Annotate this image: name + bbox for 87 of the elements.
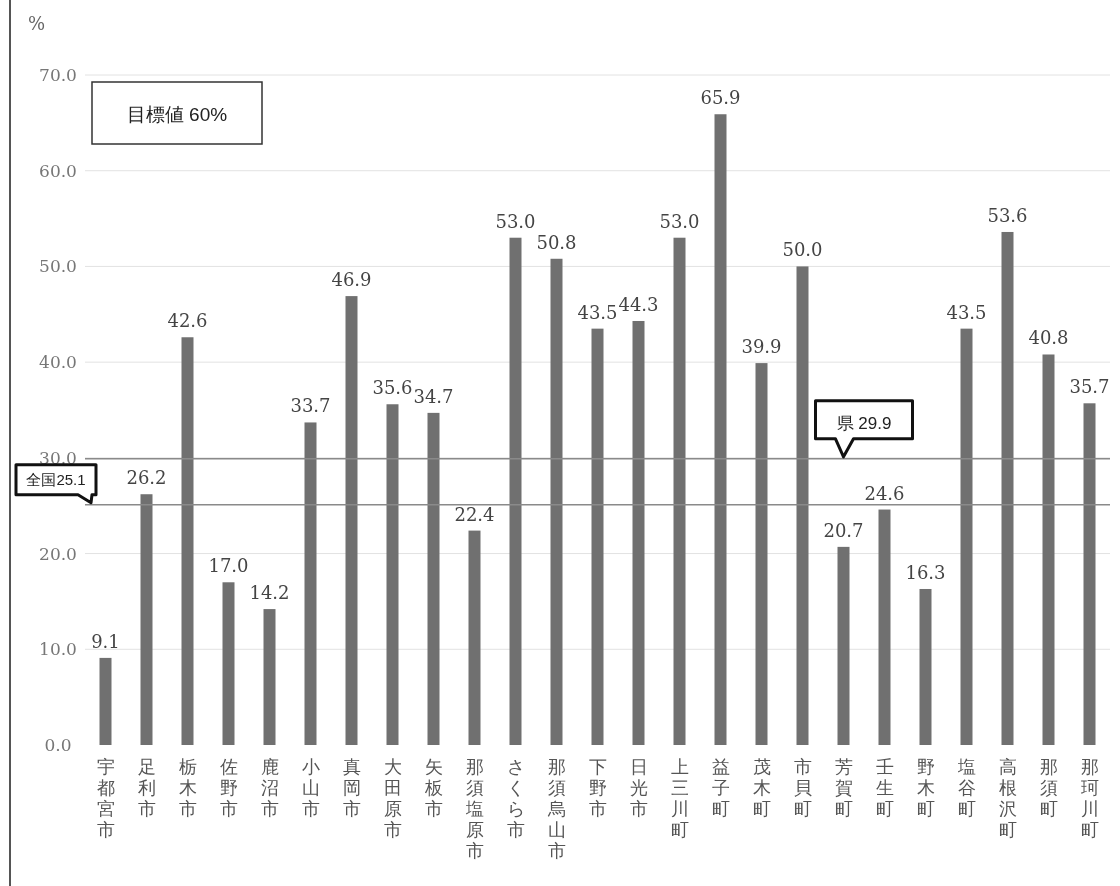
bar [673, 237, 686, 745]
x-tick-label: 下野市 [588, 757, 607, 819]
x-tick-label: 矢板市 [423, 757, 443, 819]
x-tick-label: 小山市 [301, 757, 320, 819]
bar [181, 337, 194, 745]
data-label: 33.7 [290, 395, 331, 417]
x-tick-label: 栃木市 [178, 757, 197, 819]
bar [304, 422, 317, 745]
bar [222, 582, 235, 745]
bar [427, 412, 440, 745]
y-tick-label: 20.0 [39, 543, 77, 564]
x-tick-label: 那須烏山市 [546, 757, 566, 861]
x-tick-label: 上三川町 [670, 757, 689, 840]
data-label: 42.6 [167, 310, 208, 332]
x-tick-label: 日光市 [629, 757, 648, 819]
x-tick-label: 高根沢町 [998, 757, 1017, 840]
bar [1001, 231, 1014, 745]
ref-line-label: 全国25.1 [26, 470, 86, 488]
x-tick-label: 野木町 [916, 757, 935, 819]
bar [550, 258, 563, 745]
data-label: 34.7 [413, 385, 454, 407]
x-tick-label: 那須町 [1039, 757, 1058, 819]
data-label: 39.9 [741, 336, 782, 358]
bar [755, 363, 768, 745]
data-label: 53.0 [495, 210, 536, 232]
bar [878, 509, 891, 745]
x-tick-label: 益子町 [711, 757, 730, 819]
x-tick-label: さくら市 [506, 757, 525, 840]
bar [263, 609, 276, 745]
bar [468, 530, 481, 745]
bar [386, 404, 399, 745]
x-tick-label: 那珂川町 [1080, 757, 1099, 840]
data-label: 43.5 [946, 301, 987, 323]
y-tick-label: 60.0 [39, 160, 77, 181]
y-tick-label: 70.0 [39, 65, 77, 85]
data-label: 17.0 [208, 555, 249, 577]
data-label: 24.6 [864, 482, 905, 504]
y-tick-label: 50.0 [39, 256, 77, 277]
y-axis-title: % [28, 13, 46, 34]
bar [1042, 354, 1055, 745]
bar [140, 494, 153, 745]
y-tick-label: 0.0 [44, 735, 72, 755]
x-tick-label: 佐野市 [219, 757, 238, 819]
x-tick-label: 那須塩原市 [464, 757, 484, 861]
bar [591, 328, 604, 745]
data-label: 35.6 [372, 377, 413, 399]
x-tick-label: 鹿沼市 [260, 757, 279, 819]
x-tick-label: 壬生町 [875, 757, 894, 819]
data-label: 26.2 [126, 467, 167, 489]
x-tick-label: 茂木町 [752, 757, 771, 819]
bar [919, 588, 932, 745]
bar [1083, 403, 1096, 745]
bar [509, 237, 522, 745]
data-label: 53.0 [659, 210, 700, 232]
data-label: 35.7 [1069, 376, 1110, 398]
x-tick-label: 塩谷町 [956, 757, 976, 819]
x-tick-label: 大田原市 [383, 757, 402, 840]
x-tick-label: 市貝町 [793, 757, 812, 819]
bar [837, 546, 850, 745]
y-tick-label: 30.0 [39, 447, 77, 468]
y-tick-label: 40.0 [39, 352, 77, 373]
data-label: 44.3 [618, 293, 659, 315]
y-tick-label: 10.0 [39, 639, 77, 660]
data-label: 43.5 [577, 301, 618, 323]
bar [714, 114, 727, 745]
bar [99, 657, 112, 745]
x-tick-label: 足利市 [137, 757, 156, 819]
data-label: 20.7 [823, 519, 864, 541]
x-tick-label: 芳賀町 [834, 757, 853, 819]
x-tick-label: 宇都宮市 [96, 757, 115, 840]
ref-line-label: 県 29.9 [836, 413, 892, 433]
data-label: 40.8 [1028, 327, 1069, 349]
bar [632, 320, 645, 745]
data-label: 65.9 [700, 87, 741, 109]
data-label: 46.9 [331, 269, 372, 291]
data-label: 22.4 [454, 503, 495, 525]
data-label: 14.2 [249, 582, 290, 604]
x-tick-label: 真岡市 [342, 757, 361, 819]
data-label: 9.1 [91, 630, 120, 652]
bar [345, 296, 358, 745]
bar [960, 328, 973, 745]
annotation: 目標値 60% [126, 104, 228, 125]
data-label: 53.6 [987, 204, 1028, 226]
bar [796, 266, 809, 745]
data-label: 16.3 [905, 561, 946, 583]
data-label: 50.0 [782, 239, 823, 261]
data-label: 50.8 [536, 231, 577, 253]
